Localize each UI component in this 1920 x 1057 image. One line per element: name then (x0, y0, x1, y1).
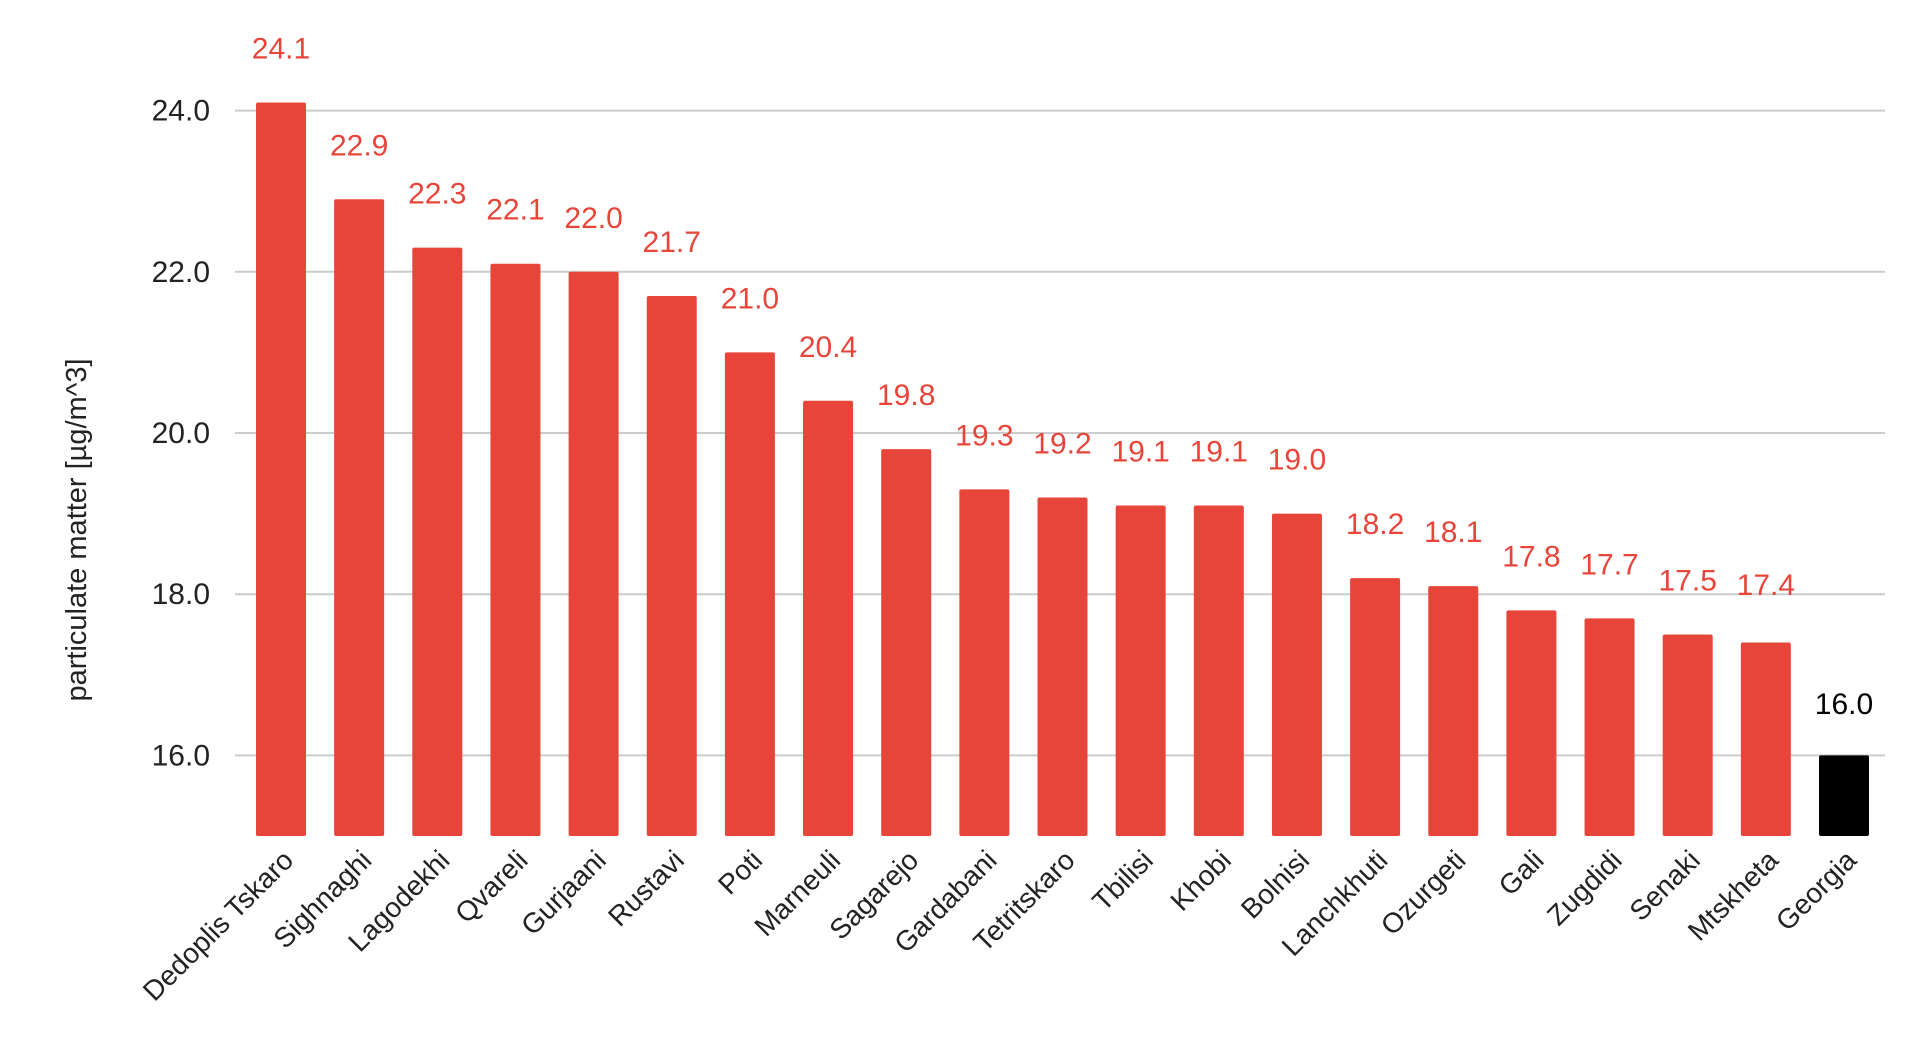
x-tick-label: Ozurgeti (1375, 844, 1472, 941)
value-label: 21.0 (721, 282, 779, 315)
bar (490, 263, 541, 836)
bar (959, 489, 1010, 836)
x-tick-label: Khobi (1164, 844, 1237, 917)
value-label: 19.1 (1190, 436, 1248, 469)
bar (1271, 513, 1322, 836)
bar (1193, 505, 1244, 836)
value-label: 24.1 (252, 33, 310, 66)
bar (1428, 586, 1479, 836)
x-tick-label: Tbilisi (1086, 844, 1159, 917)
y-tick-label: 18.0 (152, 578, 210, 611)
value-label: 22.9 (330, 129, 388, 162)
bar (412, 247, 463, 836)
value-label: 18.1 (1424, 516, 1482, 549)
x-tick-label: Gurjaani (515, 844, 612, 941)
bar (1584, 618, 1635, 836)
bar (1350, 578, 1401, 836)
value-label: 19.8 (877, 379, 935, 412)
value-labels: 24.1 22.9 22.3 22.1 22.0 21.7 21.0 20.4 19.8 19.3… (252, 33, 1873, 721)
y-axis-title: particulate matter [µg/m^3] (61, 358, 93, 701)
value-label: 19.1 (1111, 436, 1169, 469)
value-label: 16.0 (1815, 688, 1873, 721)
x-tick-label: Gali (1493, 844, 1550, 901)
x-tick-label: Poti (712, 844, 768, 900)
bar (1740, 642, 1791, 836)
bar (256, 102, 306, 837)
value-label: 22.3 (408, 178, 466, 211)
value-label: 19.0 (1268, 444, 1326, 477)
bar (803, 400, 854, 836)
y-axis-ticks: 16.0 18.0 20.0 22.0 24.0 (152, 95, 210, 773)
value-label: 17.7 (1580, 548, 1638, 581)
value-label: 19.3 (955, 419, 1013, 452)
bar (646, 295, 697, 837)
x-tick-label: Rustavi (602, 844, 690, 932)
bar (881, 449, 932, 836)
bar (568, 271, 619, 836)
value-label: 22.1 (486, 194, 544, 227)
bar (1115, 505, 1166, 836)
bar (1819, 755, 1869, 836)
x-axis-labels: Dedoplis TskaroSighnaghiLagodekhiQvareli… (137, 844, 1863, 1007)
y-tick-label: 16.0 (152, 739, 210, 772)
value-label: 19.2 (1033, 427, 1091, 460)
bar (1662, 634, 1713, 836)
x-tick-label: Georgia (1770, 844, 1863, 937)
y-tick-label: 20.0 (152, 417, 210, 450)
x-tick-label: Zugdidi (1541, 844, 1628, 931)
value-label: 17.4 (1737, 569, 1795, 602)
value-label: 17.5 (1659, 565, 1717, 598)
bar (334, 199, 385, 836)
bar (1037, 497, 1088, 836)
value-label: 22.0 (564, 202, 622, 235)
value-label: 21.7 (643, 226, 701, 259)
y-tick-label: 24.0 (152, 95, 210, 128)
value-label: 18.2 (1346, 508, 1404, 541)
value-label: 20.4 (799, 331, 857, 364)
bars (256, 102, 1869, 837)
bar (1506, 610, 1557, 836)
y-tick-label: 22.0 (152, 256, 210, 289)
bar (724, 352, 775, 836)
value-label: 17.8 (1502, 540, 1560, 573)
